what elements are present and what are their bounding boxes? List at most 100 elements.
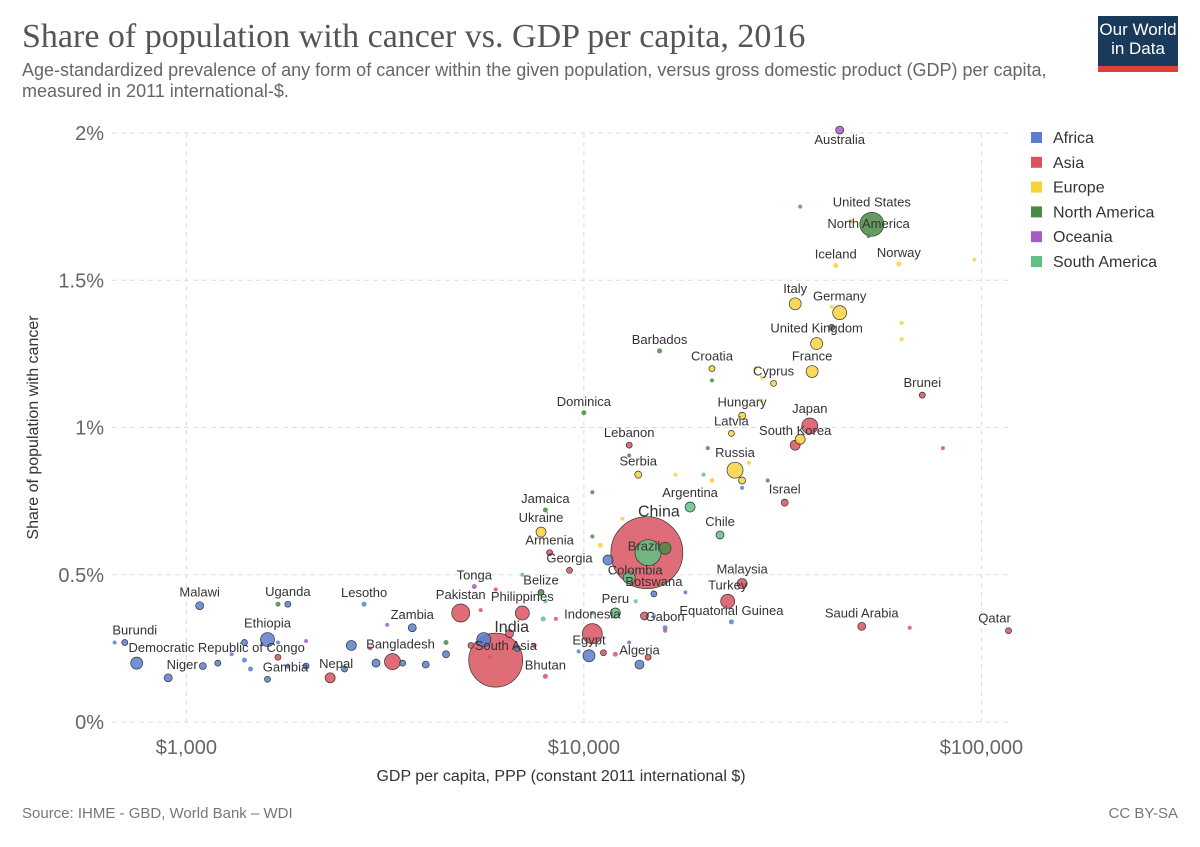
point <box>302 662 310 670</box>
point <box>683 590 688 595</box>
label-jamaica: Jamaica <box>521 491 570 506</box>
point <box>701 472 706 477</box>
label-south-asia: South Asia <box>475 638 538 653</box>
legend-label-europe: Europe <box>1053 180 1105 197</box>
point <box>740 485 745 490</box>
point <box>759 375 764 380</box>
point-gambia <box>264 675 271 683</box>
point <box>746 460 751 465</box>
label-barbados: Barbados <box>632 332 688 347</box>
point-dominica <box>581 410 587 416</box>
point-zambia <box>407 623 417 633</box>
point-gabon <box>662 625 668 631</box>
point <box>241 639 248 646</box>
y-tick-label: 0% <box>75 712 104 734</box>
legend-label-namerica: North America <box>1053 204 1154 221</box>
point <box>421 660 430 669</box>
point-norway <box>896 261 902 267</box>
label-colombia: Colombia <box>608 563 664 578</box>
point <box>709 478 715 484</box>
legend-label-oceania: Oceania <box>1053 229 1113 246</box>
point <box>612 651 618 657</box>
label-north-america: North America <box>827 216 910 231</box>
point <box>476 632 492 647</box>
label-argentina: Argentina <box>662 485 718 500</box>
label-malawi: Malawi <box>179 585 220 600</box>
label-turkey: Turkey <box>708 577 748 592</box>
label-indonesia: Indonesia <box>564 607 621 622</box>
point <box>576 649 581 654</box>
point-indonesia <box>581 623 603 645</box>
point <box>543 599 548 604</box>
point <box>673 472 678 477</box>
x-tick-label: $100,000 <box>940 737 1023 759</box>
point-niger <box>163 673 173 683</box>
label-croatia: Croatia <box>691 349 734 364</box>
grid-lines <box>112 132 1010 723</box>
label-gabon: Gabon <box>646 609 685 624</box>
label-brunei: Brunei <box>904 375 942 390</box>
point <box>658 541 672 555</box>
point <box>493 587 498 592</box>
chart-title: Share of population with cancer vs. GDP … <box>22 18 806 55</box>
point <box>214 659 222 667</box>
point <box>651 613 656 618</box>
axis-ticks: 0% 0.5% 1% 1.5% 2% $1,000 $10,000 $100,000 <box>58 123 1023 759</box>
label-ukraine: Ukraine <box>519 510 564 525</box>
label-ethiopia: Ethiopia <box>244 616 292 631</box>
point <box>368 646 373 651</box>
point <box>590 611 595 616</box>
point <box>798 204 803 209</box>
label-norway: Norway <box>877 245 922 260</box>
label-botswana: Botswana <box>625 574 683 589</box>
point-bangladesh <box>384 653 401 670</box>
point <box>540 616 546 622</box>
point <box>112 640 117 645</box>
point <box>520 572 525 577</box>
point <box>899 320 904 325</box>
point-germany <box>832 305 848 320</box>
point-bhutan <box>542 673 548 679</box>
label-latvia: Latvia <box>714 413 749 428</box>
point <box>940 446 945 451</box>
point <box>602 554 614 566</box>
point <box>828 324 836 331</box>
label-algeria: Algeria <box>619 643 660 658</box>
point <box>849 219 854 224</box>
point-equatorial-guinea <box>728 619 734 625</box>
point <box>907 625 912 630</box>
point <box>505 629 514 639</box>
point <box>627 640 632 645</box>
point <box>590 490 595 495</box>
point-france <box>805 365 819 378</box>
label-france: France <box>792 349 832 364</box>
label-italy: Italy <box>783 281 807 296</box>
owid-logo[interactable]: Our World in Data <box>1098 16 1178 72</box>
legend-swatch-africa <box>1031 132 1042 143</box>
point-serbia <box>634 470 643 479</box>
label-dominica: Dominica <box>557 394 612 409</box>
x-tick-label: $10,000 <box>548 737 620 759</box>
point-russia <box>726 461 744 479</box>
label-tonga: Tonga <box>457 568 493 583</box>
point-egypt <box>582 649 596 663</box>
point-algeria <box>634 659 645 670</box>
point <box>620 516 625 521</box>
label-brazil: Brazil <box>628 539 661 554</box>
point <box>899 337 904 342</box>
point <box>198 662 207 670</box>
point <box>371 658 381 668</box>
x-tick-label: $1,000 <box>156 737 217 759</box>
legend-swatch-namerica <box>1031 206 1042 218</box>
point <box>467 642 475 649</box>
legend-swatch-europe <box>1031 181 1042 193</box>
label-equatorial-guinea: Equatorial Guinea <box>679 603 784 618</box>
point <box>275 601 281 607</box>
x-axis-label: GDP per capita, PPP (constant 2011 inter… <box>376 768 745 785</box>
label-bhutan: Bhutan <box>525 657 566 672</box>
point <box>285 663 291 669</box>
label-serbia: Serbia <box>619 454 657 469</box>
label-malaysia: Malaysia <box>716 562 768 577</box>
point-saudi-arabia <box>857 621 867 631</box>
legend-label-asia: Asia <box>1053 155 1084 172</box>
